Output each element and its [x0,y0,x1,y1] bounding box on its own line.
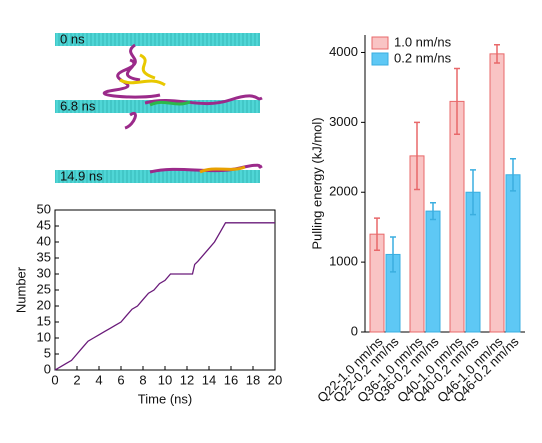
x-tick-label: 8 [139,372,146,387]
nanotube [55,33,260,46]
x-tick-label: 18 [246,372,260,387]
y-axis-label: Pulling energy (kJ/mol) [309,117,324,249]
snapshot-label: 0 ns [60,31,85,46]
data-line [54,222,275,371]
x-tick-label: 6 [117,372,124,387]
peptide [199,165,246,174]
y-tick-label: 30 [37,265,51,280]
bar [425,210,441,333]
x-tick-label: 12 [180,372,194,387]
y-tick-label: 20 [37,297,51,312]
plot-frame [54,209,276,371]
error-bar [510,157,516,192]
error-bar [414,121,420,191]
y-tick-label: 0 [351,323,358,338]
y-tick-label: 0 [44,361,51,376]
legend-label: 1.0 nm/ns [394,34,452,49]
y-tick-label: 5 [44,345,51,360]
legend-swatch [371,52,389,66]
x-tick-label: 4 [95,372,102,387]
snapshot-label: 14.9 ns [60,168,103,183]
x-tick-label: 14 [202,372,216,387]
y-tick-label: 45 [37,217,51,232]
y-tick-label: 40 [37,233,51,248]
bar [449,100,465,333]
bar [505,174,521,333]
x-tick-label: 16 [224,372,238,387]
peptide [119,53,166,87]
peptide [103,43,161,99]
nanotube [55,170,260,183]
y-tick-label: 4000 [329,44,358,59]
y-tick-label: 35 [37,249,51,264]
x-tick-label: 20 [268,372,282,387]
y-tick-label: 3000 [329,114,358,129]
snapshots: 0 ns 6.8 ns 14.9 ns [55,31,263,183]
y-axis-label: Number [13,266,28,313]
y-tick-label: 15 [37,313,51,328]
y-tick-label: 2000 [329,184,358,199]
legend-label: 0.2 nm/ns [394,50,452,65]
snapshot-label: 6.8 ns [60,98,96,113]
x-tick-label: 0 [51,372,58,387]
legend-swatch [371,36,389,50]
x-axis-label: Time (ns) [138,391,192,406]
error-bar [374,217,380,251]
peptide [124,94,263,130]
error-bar [430,201,436,221]
y-tick-label: 10 [37,329,51,344]
peptide [149,100,191,107]
error-bar [390,236,396,273]
bar [489,53,505,333]
error-bar [470,169,476,216]
y-tick-label: 50 [37,201,51,216]
y-tick-label: 25 [37,281,51,296]
x-tick-label: 10 [158,372,172,387]
y-tick-label: 1000 [329,254,358,269]
error-bar [454,67,460,135]
x-tick-label: 2 [73,372,80,387]
error-bar [494,44,500,64]
